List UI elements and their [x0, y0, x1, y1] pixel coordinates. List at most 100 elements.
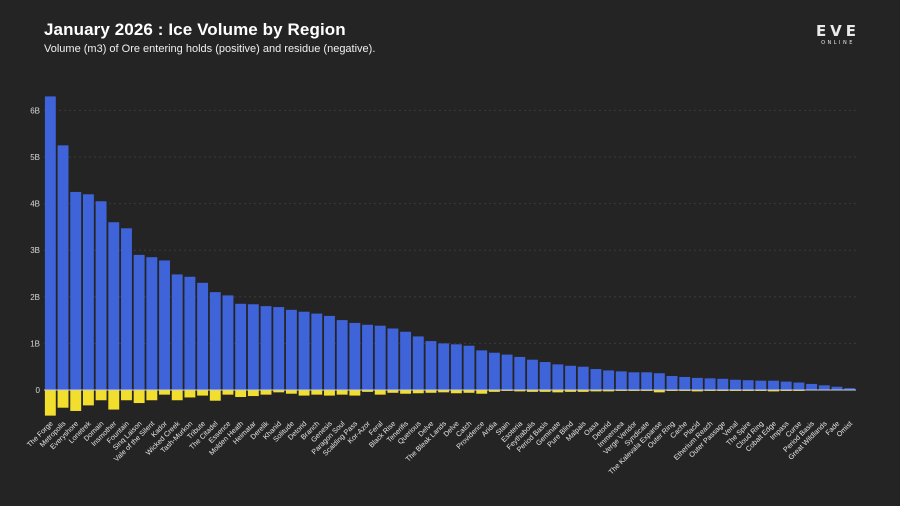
- bar-negative: [260, 390, 272, 395]
- bar-positive: [298, 311, 310, 390]
- bar-positive: [501, 354, 513, 390]
- eve-online-logo-icon: EVE ONLINE: [806, 24, 870, 48]
- bar-positive: [666, 376, 678, 390]
- y-tick-label: 2B: [30, 293, 40, 302]
- bar-negative: [298, 390, 310, 396]
- bar-positive: [82, 194, 94, 390]
- bar-positive: [780, 381, 792, 390]
- bar-positive: [488, 352, 500, 390]
- bar-positive: [311, 313, 323, 390]
- bar-positive: [755, 380, 767, 390]
- bar-positive: [425, 341, 437, 390]
- logo-subtext: ONLINE: [821, 40, 855, 46]
- bar-negative: [412, 390, 424, 394]
- bar-positive: [641, 372, 653, 390]
- bar-negative: [336, 390, 348, 395]
- bar-positive: [336, 320, 348, 390]
- bar-positive: [577, 366, 589, 390]
- bar-negative: [70, 390, 82, 411]
- bar-positive: [159, 260, 170, 390]
- bar-positive: [704, 378, 716, 390]
- bar-negative: [44, 390, 56, 416]
- bar-positive: [615, 371, 627, 390]
- bar-positive: [831, 386, 843, 390]
- bar-negative: [514, 390, 526, 392]
- bar-positive: [793, 382, 805, 390]
- bar-positive: [235, 303, 247, 390]
- bar-negative: [311, 390, 323, 395]
- bar-negative: [235, 390, 247, 397]
- bar-positive: [146, 257, 158, 390]
- bar-negative: [222, 390, 234, 395]
- bar-positive: [730, 379, 741, 390]
- bar-positive: [349, 322, 361, 390]
- bar-positive: [476, 350, 488, 390]
- bar-negative: [438, 390, 450, 393]
- y-tick-label: 1B: [30, 339, 40, 348]
- bar-positive: [527, 359, 538, 390]
- bar-negative: [374, 390, 386, 395]
- bar-positive: [653, 373, 665, 390]
- bar-negative: [349, 390, 361, 396]
- bar-positive: [514, 356, 526, 390]
- bar-negative: [209, 390, 221, 401]
- bar-positive: [197, 282, 209, 390]
- bar-positive: [552, 364, 564, 390]
- bar-negative: [146, 390, 158, 401]
- bar-negative: [133, 390, 145, 404]
- bar-positive: [844, 388, 856, 390]
- bar-negative: [691, 390, 703, 392]
- bar-positive: [463, 345, 475, 390]
- bar-positive: [691, 377, 703, 390]
- bar-positive: [247, 304, 259, 390]
- logo-wordmark: EVE: [815, 22, 861, 40]
- bar-positive: [450, 344, 462, 390]
- bar-positive: [565, 365, 576, 390]
- bar-negative: [171, 390, 183, 401]
- bar-positive: [121, 228, 132, 390]
- bar-positive: [133, 254, 145, 390]
- bar-positive: [184, 276, 196, 390]
- bar-negative: [273, 390, 285, 393]
- bar-positive: [742, 380, 754, 390]
- bar-negative: [527, 390, 538, 392]
- y-tick-label: 6B: [30, 106, 40, 115]
- chart-title: January 2026 : Ice Volume by Region: [44, 20, 346, 39]
- bar-negative: [603, 390, 615, 392]
- bar-positive: [44, 96, 56, 391]
- bar-positive: [222, 295, 234, 390]
- bar-positive: [362, 324, 373, 390]
- bar-positive: [539, 362, 551, 390]
- bar-negative: [82, 390, 94, 406]
- bar-negative: [552, 390, 564, 393]
- bar-positive: [400, 331, 412, 390]
- bar-negative: [577, 390, 589, 392]
- bar-negative: [463, 390, 475, 393]
- bar-negative: [159, 390, 170, 395]
- bar-negative: [476, 390, 488, 394]
- bar-positive: [324, 315, 335, 390]
- bar-positive: [806, 383, 818, 390]
- bar-positive: [70, 191, 82, 390]
- bar-negative: [324, 390, 335, 396]
- bar-positive: [818, 385, 830, 390]
- bar-negative: [95, 390, 107, 401]
- bar-positive: [260, 306, 272, 390]
- bar-negative: [488, 390, 500, 392]
- bar-positive: [717, 378, 729, 390]
- bar-positive: [374, 325, 386, 390]
- bar-negative: [184, 390, 196, 398]
- bar-negative: [400, 390, 412, 394]
- bar-negative: [362, 390, 373, 392]
- bar-positive: [628, 372, 640, 390]
- bar-positive: [679, 376, 691, 390]
- bar-negative: [539, 390, 551, 392]
- bar-positive: [108, 222, 120, 390]
- bar-positive: [95, 201, 107, 390]
- bar-positive: [438, 343, 450, 390]
- bar-positive: [273, 307, 285, 390]
- bar-positive: [768, 380, 779, 390]
- bar-positive: [57, 145, 69, 390]
- bar-positive: [590, 369, 602, 390]
